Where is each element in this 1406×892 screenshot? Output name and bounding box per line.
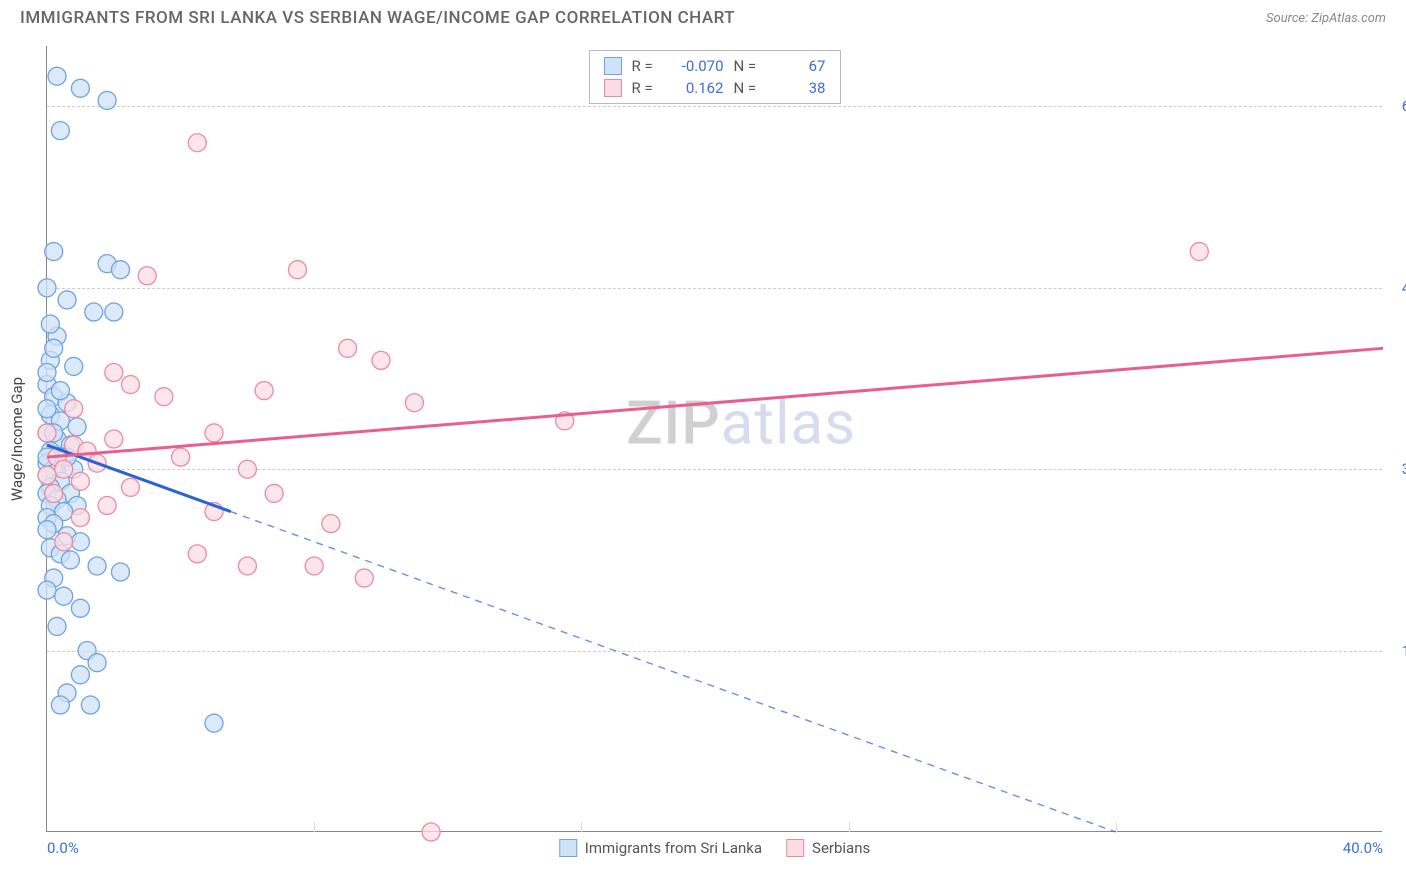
series-legend: Immigrants from Sri Lanka Serbians (549, 839, 881, 857)
legend-row-series-1: R = 0.162 N = 38 (604, 77, 826, 99)
y-axis-title: Wage/Income Gap (8, 376, 26, 500)
x-tick-label: 0.0% (47, 839, 79, 857)
swatch-series-1 (604, 79, 622, 97)
x-tick-label: 40.0% (1343, 839, 1383, 857)
swatch-series-0 (604, 57, 622, 75)
correlation-legend: R = -0.070 N = 67 R = 0.162 N = 38 (589, 50, 841, 104)
chart-header: IMMIGRANTS FROM SRI LANKA VS SERBIAN WAG… (0, 0, 1406, 32)
source-attribution: Source: ZipAtlas.com (1266, 11, 1386, 26)
swatch-series-0 (559, 839, 577, 857)
swatch-series-1 (786, 839, 804, 857)
legend-item-series-1: Serbians (786, 839, 870, 857)
legend-item-series-0: Immigrants from Sri Lanka (559, 839, 762, 857)
y-tick-label: 45.0% (1387, 279, 1406, 297)
chart-title: IMMIGRANTS FROM SRI LANKA VS SERBIAN WAG… (20, 8, 735, 28)
scatter-plot-svg (47, 46, 1382, 831)
y-tick-label: 30.0% (1387, 460, 1406, 478)
legend-row-series-0: R = -0.070 N = 67 (604, 55, 826, 77)
y-tick-label: 15.0% (1387, 642, 1406, 660)
chart-plot-area: Wage/Income Gap 15.0%30.0%45.0%60.0%0.0%… (46, 46, 1382, 832)
y-tick-label: 60.0% (1387, 97, 1406, 115)
